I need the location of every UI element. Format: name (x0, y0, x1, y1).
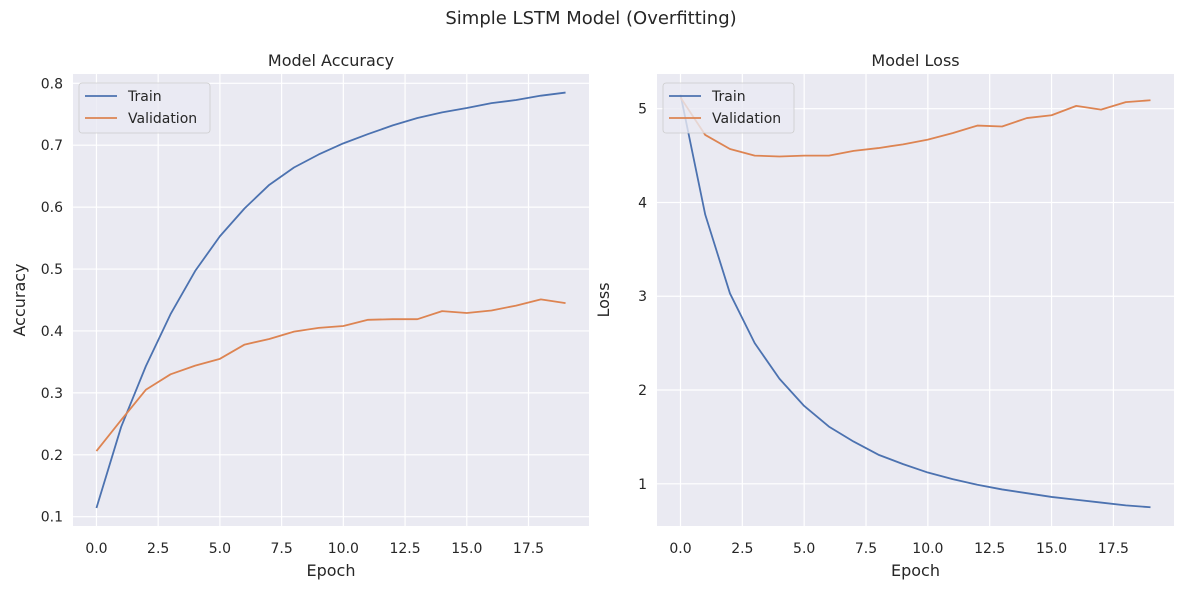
loss-legend-validation-label: Validation (712, 111, 781, 127)
loss-x-tick-label: 15.0 (1036, 541, 1067, 557)
accuracy-legend-validation-label: Validation (128, 111, 197, 127)
accuracy-x-tick-label: 15.0 (451, 541, 482, 557)
loss-legend-train-label: Train (711, 89, 746, 105)
accuracy-y-tick-label: 0.1 (41, 510, 63, 526)
loss-y-tick-label: 5 (638, 102, 647, 118)
accuracy-chart-title: Model Accuracy (268, 51, 394, 70)
loss-x-tick-label: 17.5 (1098, 541, 1129, 557)
figure-title: Simple LSTM Model (Overfitting) (445, 8, 736, 29)
loss-x-tick-label: 12.5 (974, 541, 1005, 557)
accuracy-legend: Train Validation (78, 82, 211, 134)
accuracy-x-tick-label: 17.5 (513, 541, 544, 557)
loss-x-tick-label: 7.5 (855, 541, 877, 557)
accuracy-x-tick-label: 7.5 (270, 541, 292, 557)
loss-y-ticks: 1 2 3 4 5 (638, 102, 647, 493)
accuracy-plot-area (73, 74, 589, 526)
loss-chart-title: Model Loss (871, 51, 959, 70)
accuracy-y-ticks: 0.1 0.2 0.3 0.4 0.5 0.6 0.7 0.8 (41, 76, 63, 525)
loss-x-tick-label: 10.0 (912, 541, 943, 557)
loss-grid (657, 74, 1174, 526)
accuracy-series (95, 91, 566, 509)
accuracy-y-tick-label: 0.7 (41, 138, 63, 154)
loss-chart: 0.0 2.5 5.0 7.5 10.0 12.5 15.0 17.5 1 2 3 4 5 Model… (594, 51, 1174, 580)
loss-y-tick-label: 2 (638, 383, 647, 399)
loss-legend: Train Validation (662, 82, 795, 134)
accuracy-y-tick-label: 0.2 (41, 448, 63, 464)
loss-x-tick-label: 5.0 (793, 541, 815, 557)
accuracy-y-tick-label: 0.8 (41, 76, 63, 92)
loss-y-axis-label: Loss (594, 282, 613, 317)
accuracy-y-tick-label: 0.6 (41, 200, 63, 216)
loss-validation-line (679, 96, 1151, 158)
accuracy-y-tick-label: 0.4 (41, 324, 63, 340)
accuracy-grid (73, 74, 589, 526)
loss-x-tick-label: 0.0 (669, 541, 691, 557)
accuracy-x-ticks: 0.0 2.5 5.0 7.5 10.0 12.5 15.0 17.5 (85, 541, 544, 557)
accuracy-x-tick-label: 0.0 (85, 541, 107, 557)
loss-y-tick-label: 4 (638, 195, 647, 211)
loss-y-tick-label: 3 (638, 289, 647, 305)
accuracy-chart: 0.0 2.5 5.0 7.5 10.0 12.5 15.0 17.5 0.10.20.30.… (10, 51, 589, 580)
accuracy-y-tick-label: 0.5 (41, 262, 63, 278)
accuracy-legend-train-label: Train (127, 89, 162, 105)
accuracy-validation-line (95, 298, 566, 452)
loss-y-tick-label: 1 (638, 477, 647, 493)
loss-series (679, 94, 1151, 509)
accuracy-x-tick-label: 12.5 (389, 541, 420, 557)
accuracy-x-tick-label: 10.0 (328, 541, 359, 557)
accuracy-x-tick-label: 5.0 (209, 541, 231, 557)
loss-train-line (679, 94, 1151, 509)
loss-plot-area (657, 74, 1174, 526)
accuracy-train-line (95, 91, 566, 509)
loss-x-tick-label: 2.5 (731, 541, 753, 557)
accuracy-x-tick-label: 2.5 (147, 541, 169, 557)
accuracy-y-axis-label: Accuracy (10, 263, 29, 336)
loss-x-ticks: 0.0 2.5 5.0 7.5 10.0 12.5 15.0 17.5 (669, 541, 1129, 557)
accuracy-x-axis-label: Epoch (307, 561, 356, 580)
accuracy-y-tick-label: 0.3 (41, 386, 63, 402)
loss-x-axis-label: Epoch (891, 561, 940, 580)
